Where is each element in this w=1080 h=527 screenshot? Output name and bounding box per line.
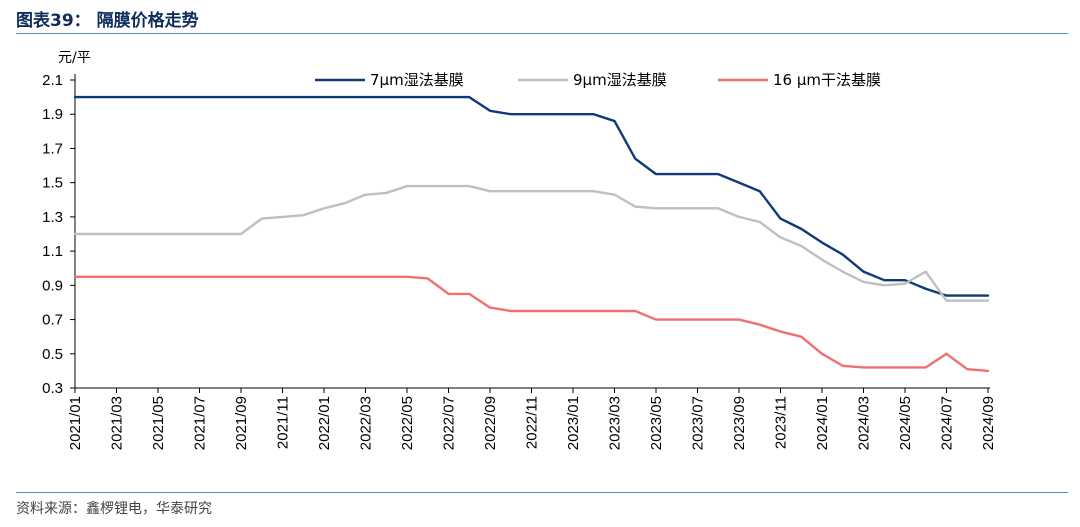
legend-label-2: 9μm湿法基膜 bbox=[573, 71, 667, 89]
x-tick-label: 2021/11 bbox=[275, 396, 292, 449]
x-tick-label: 2022/09 bbox=[482, 396, 499, 450]
x-tick-label: 2024/01 bbox=[814, 396, 831, 450]
x-tick-label: 2023/01 bbox=[565, 396, 582, 450]
x-tick-label: 2021/01 bbox=[67, 396, 84, 450]
y-tick-label: 1.9 bbox=[42, 106, 63, 123]
y-tick-label: 0.7 bbox=[42, 312, 63, 329]
y-tick-label: 1.3 bbox=[42, 209, 63, 226]
x-tick-label: 2022/07 bbox=[441, 396, 458, 450]
y-tick-label: 1.7 bbox=[42, 140, 63, 157]
x-tick-label: 2022/11 bbox=[524, 396, 541, 449]
x-tick-label: 2023/05 bbox=[648, 396, 665, 450]
y-tick-label: 2.1 bbox=[42, 72, 63, 89]
x-tick-label: 2021/05 bbox=[150, 396, 167, 450]
x-tick-label: 2023/03 bbox=[607, 396, 624, 450]
y-tick-label: 1.5 bbox=[42, 175, 63, 192]
y-tick-label: 1.1 bbox=[42, 243, 63, 260]
x-tick-label: 2021/09 bbox=[233, 396, 250, 450]
series-line-1 bbox=[73, 95, 990, 297]
y-axis-unit: 元/平 bbox=[58, 50, 91, 66]
x-tick-label: 2023/07 bbox=[690, 396, 707, 450]
x-tick-label: 2022/05 bbox=[399, 396, 416, 450]
source-note: 资料来源：鑫椤锂电，华泰研究 bbox=[16, 501, 212, 517]
x-tick-label: 2023/09 bbox=[731, 396, 748, 450]
x-tick-label: 2024/03 bbox=[856, 396, 873, 450]
x-tick-label: 2021/07 bbox=[192, 396, 209, 450]
top-rule bbox=[16, 33, 1068, 34]
legend-label-1: 7μm湿法基膜 bbox=[370, 71, 464, 89]
legend-label-3: 16 μm干法基膜 bbox=[773, 71, 881, 89]
x-tick-label: 2023/11 bbox=[773, 396, 790, 449]
x-tick-label: 2024/09 bbox=[980, 396, 997, 450]
x-tick-label: 2021/03 bbox=[109, 396, 126, 450]
series-line-3 bbox=[73, 275, 990, 373]
figure-title: 图表39： 隔膜价格走势 bbox=[16, 11, 199, 31]
x-tick-label: 2024/05 bbox=[897, 396, 914, 450]
y-tick-label: 0.3 bbox=[42, 380, 63, 397]
x-tick-label: 2022/03 bbox=[358, 396, 375, 450]
bottom-rule bbox=[16, 492, 1068, 493]
y-tick-label: 0.9 bbox=[42, 277, 63, 294]
y-tick-label: 0.5 bbox=[42, 346, 63, 363]
x-tick-label: 2022/01 bbox=[316, 396, 333, 450]
series-line-2 bbox=[73, 184, 990, 302]
x-tick-label: 2024/07 bbox=[939, 396, 956, 450]
